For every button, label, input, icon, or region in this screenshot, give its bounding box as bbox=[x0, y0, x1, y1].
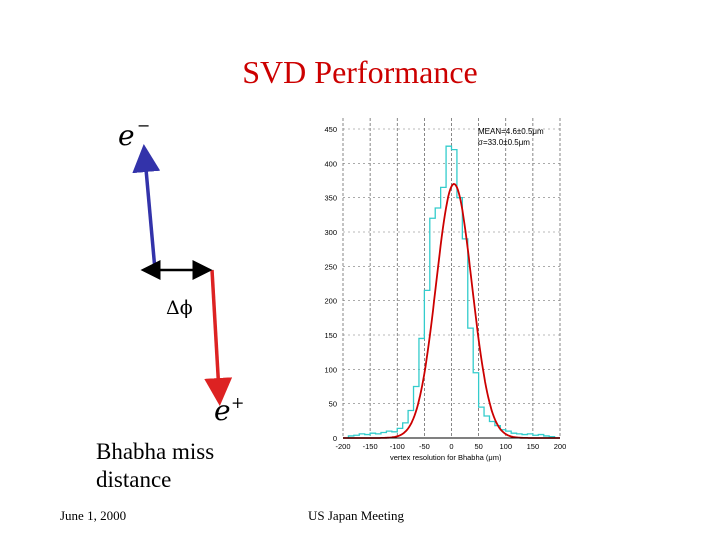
positron-label: e bbox=[214, 394, 231, 427]
delta-phi-label: Δϕ bbox=[166, 297, 193, 319]
electron-label: e bbox=[118, 119, 135, 152]
y-tick-label: 450 bbox=[324, 125, 337, 134]
x-tick-label: 50 bbox=[474, 442, 482, 451]
y-tick-label: 100 bbox=[324, 365, 337, 374]
x-tick-label: 0 bbox=[449, 442, 453, 451]
y-tick-label: 200 bbox=[324, 297, 337, 306]
x-tick-label: -50 bbox=[419, 442, 430, 451]
electron-track bbox=[132, 144, 161, 271]
electron-charge: − bbox=[137, 116, 150, 135]
caption: Bhabha miss distance bbox=[96, 439, 215, 492]
y-tick-label: 250 bbox=[324, 262, 337, 271]
x-tick-label: 100 bbox=[499, 442, 512, 451]
y-tick-label: 0 bbox=[333, 434, 337, 443]
x-axis-label: vertex resolution for Bhabha (μm) bbox=[390, 453, 502, 462]
y-tick-label: 150 bbox=[324, 331, 337, 340]
x-tick-label: -200 bbox=[335, 442, 350, 451]
footer-meeting: US Japan Meeting bbox=[308, 508, 405, 523]
histogram-series bbox=[347, 145, 556, 438]
x-tick-label: 200 bbox=[554, 442, 567, 451]
x-tick-label: -100 bbox=[390, 442, 405, 451]
y-tick-label: 400 bbox=[324, 159, 337, 168]
positron-track bbox=[204, 269, 233, 406]
x-tick-label: -150 bbox=[363, 442, 378, 451]
miss-distance-diagram: e − e + Δϕ bbox=[118, 116, 244, 427]
y-tick-label: 50 bbox=[329, 400, 337, 409]
y-tick-label: 300 bbox=[324, 228, 337, 237]
x-tick-label: 150 bbox=[527, 442, 540, 451]
slide-title: SVD Performance bbox=[242, 54, 478, 90]
stats-sigma: σ=33.0±0.5μm bbox=[478, 138, 530, 147]
plot-frame bbox=[343, 112, 565, 442]
footer-date: June 1, 2000 bbox=[60, 508, 127, 523]
stats-mean: MEAN=4.6±0.5μm bbox=[478, 127, 544, 136]
positron-charge: + bbox=[231, 393, 244, 412]
y-tick-label: 350 bbox=[324, 194, 337, 203]
